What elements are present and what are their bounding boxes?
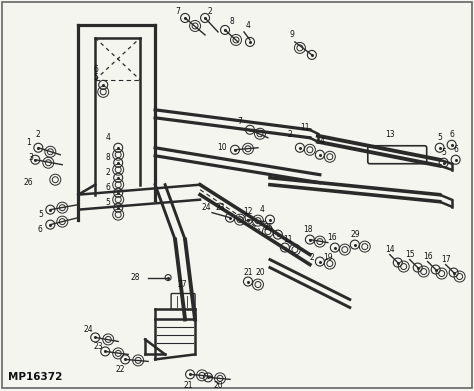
- Text: 26: 26: [24, 178, 33, 187]
- Text: 11: 11: [283, 235, 292, 244]
- Text: 20: 20: [213, 381, 223, 390]
- Text: 24: 24: [201, 203, 211, 212]
- Text: 4: 4: [260, 205, 264, 214]
- Text: 13: 13: [385, 130, 394, 139]
- Text: 11: 11: [300, 123, 310, 132]
- Text: 6: 6: [449, 130, 454, 139]
- Text: 21: 21: [183, 381, 193, 390]
- Text: 6: 6: [106, 183, 110, 192]
- Text: 16: 16: [423, 252, 432, 261]
- Text: 14: 14: [385, 245, 394, 254]
- Text: 2: 2: [208, 7, 212, 16]
- Text: 2: 2: [106, 168, 110, 177]
- Text: 27: 27: [177, 280, 187, 289]
- Text: 21: 21: [243, 268, 253, 277]
- Text: 22: 22: [116, 365, 125, 374]
- Text: 5: 5: [437, 133, 442, 142]
- Text: 12: 12: [243, 207, 253, 216]
- Text: 2: 2: [36, 130, 41, 139]
- Text: 25: 25: [263, 223, 273, 232]
- Text: 6: 6: [94, 65, 99, 74]
- Text: 16: 16: [327, 233, 337, 242]
- Text: 8: 8: [229, 18, 234, 27]
- Text: 6: 6: [453, 145, 458, 154]
- Text: 8: 8: [106, 153, 110, 162]
- Text: 17: 17: [441, 255, 450, 264]
- Text: 23: 23: [93, 342, 103, 351]
- Text: 2: 2: [288, 130, 292, 139]
- Text: 24: 24: [83, 325, 93, 334]
- Text: 2: 2: [310, 253, 314, 262]
- Text: 4: 4: [106, 133, 110, 142]
- Text: 23: 23: [215, 203, 225, 212]
- Text: 6: 6: [38, 225, 43, 234]
- Text: 7: 7: [237, 117, 242, 126]
- Text: 3: 3: [28, 153, 33, 162]
- Text: 4: 4: [319, 137, 324, 146]
- Text: 18: 18: [303, 225, 313, 234]
- Text: MP16372: MP16372: [9, 372, 63, 382]
- Text: 1: 1: [26, 138, 31, 147]
- Text: 10: 10: [217, 143, 227, 152]
- Text: 15: 15: [405, 250, 415, 259]
- Text: 5: 5: [94, 74, 99, 83]
- Text: 7: 7: [176, 7, 181, 16]
- Text: 20: 20: [255, 268, 265, 277]
- Text: 5: 5: [38, 210, 43, 219]
- Text: 5: 5: [441, 148, 446, 157]
- Text: 28: 28: [130, 273, 140, 282]
- Text: 19: 19: [323, 253, 333, 262]
- Text: 5: 5: [106, 198, 110, 207]
- Text: 29: 29: [351, 230, 361, 239]
- Text: 4: 4: [246, 22, 250, 30]
- Text: 9: 9: [290, 30, 294, 39]
